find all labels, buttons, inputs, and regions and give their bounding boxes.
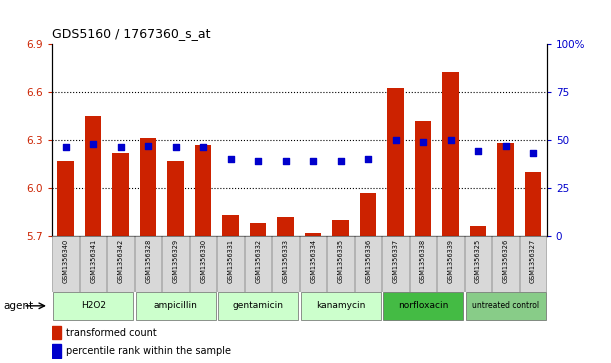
Text: GSM1356331: GSM1356331 [228, 239, 233, 283]
Text: agent: agent [3, 301, 33, 311]
Bar [167, 160, 184, 236]
Bar [85, 116, 101, 236]
Text: gentamicin: gentamicin [233, 301, 284, 310]
Bar [245, 236, 271, 292]
Bar [163, 236, 189, 292]
Bar [277, 217, 294, 236]
FancyBboxPatch shape [466, 292, 546, 320]
Bar [135, 236, 161, 292]
FancyBboxPatch shape [53, 292, 133, 320]
Point [171, 144, 181, 150]
FancyBboxPatch shape [218, 292, 298, 320]
Text: GSM1356332: GSM1356332 [255, 239, 261, 283]
Bar [273, 236, 299, 292]
Bar [355, 236, 381, 292]
Bar [382, 236, 409, 292]
Text: ampicillin: ampicillin [154, 301, 197, 310]
Bar [360, 193, 376, 236]
Point [309, 158, 318, 164]
Text: untreated control: untreated control [472, 301, 539, 310]
Text: GSM1356337: GSM1356337 [393, 239, 398, 283]
Text: norfloxacin: norfloxacin [398, 301, 448, 310]
Text: kanamycin: kanamycin [316, 301, 365, 310]
Bar [437, 236, 464, 292]
Point [418, 139, 428, 144]
Point [226, 156, 236, 162]
Bar [492, 236, 519, 292]
Bar [250, 223, 266, 236]
Text: GSM1356336: GSM1356336 [365, 239, 371, 283]
Text: GSM1356340: GSM1356340 [63, 239, 68, 283]
Bar [52, 344, 61, 358]
Text: GSM1356326: GSM1356326 [503, 239, 508, 283]
Point [391, 137, 401, 143]
Text: GSM1356328: GSM1356328 [145, 239, 151, 283]
Point [446, 137, 456, 143]
Text: GSM1356334: GSM1356334 [310, 239, 316, 283]
Point [501, 143, 511, 148]
Point [474, 148, 483, 154]
Bar [52, 326, 61, 339]
FancyBboxPatch shape [383, 292, 463, 320]
Text: GSM1356335: GSM1356335 [338, 239, 343, 283]
Text: GSM1356329: GSM1356329 [173, 239, 178, 283]
Text: GSM1356325: GSM1356325 [475, 239, 481, 283]
Text: GSM1356342: GSM1356342 [118, 239, 123, 283]
Text: GSM1356327: GSM1356327 [530, 239, 536, 283]
Bar [195, 144, 211, 236]
Bar [222, 215, 239, 236]
Point [89, 141, 98, 147]
Bar [470, 227, 486, 236]
Bar [387, 89, 404, 236]
Bar [442, 73, 459, 236]
Point [61, 144, 71, 150]
Bar [410, 236, 436, 292]
Point [198, 144, 208, 150]
Bar [140, 138, 156, 236]
Point [144, 143, 153, 148]
Bar [53, 236, 79, 292]
FancyBboxPatch shape [136, 292, 216, 320]
Bar [465, 236, 491, 292]
Text: GSM1356333: GSM1356333 [283, 239, 288, 283]
Point [281, 158, 291, 164]
Bar [218, 236, 244, 292]
Bar [327, 236, 354, 292]
Bar [497, 143, 514, 236]
Bar [112, 152, 129, 236]
Point [254, 158, 263, 164]
FancyBboxPatch shape [301, 292, 381, 320]
Bar [300, 236, 326, 292]
Bar [57, 160, 74, 236]
Bar [520, 236, 546, 292]
Point [116, 144, 126, 150]
Bar [108, 236, 134, 292]
Text: percentile rank within the sample: percentile rank within the sample [66, 346, 231, 356]
Text: transformed count: transformed count [66, 327, 156, 338]
Bar [525, 172, 541, 236]
Bar [305, 233, 321, 236]
Point [363, 156, 373, 162]
Bar [415, 121, 431, 236]
Text: GSM1356339: GSM1356339 [448, 239, 453, 283]
Point [336, 158, 346, 164]
Text: GSM1356338: GSM1356338 [420, 239, 426, 283]
Bar [190, 236, 216, 292]
Text: GDS5160 / 1767360_s_at: GDS5160 / 1767360_s_at [52, 27, 210, 40]
Point [529, 150, 538, 156]
Text: GSM1356330: GSM1356330 [200, 239, 206, 283]
Bar [332, 220, 349, 236]
Bar [80, 236, 106, 292]
Text: H2O2: H2O2 [81, 301, 106, 310]
Text: GSM1356341: GSM1356341 [90, 239, 96, 283]
